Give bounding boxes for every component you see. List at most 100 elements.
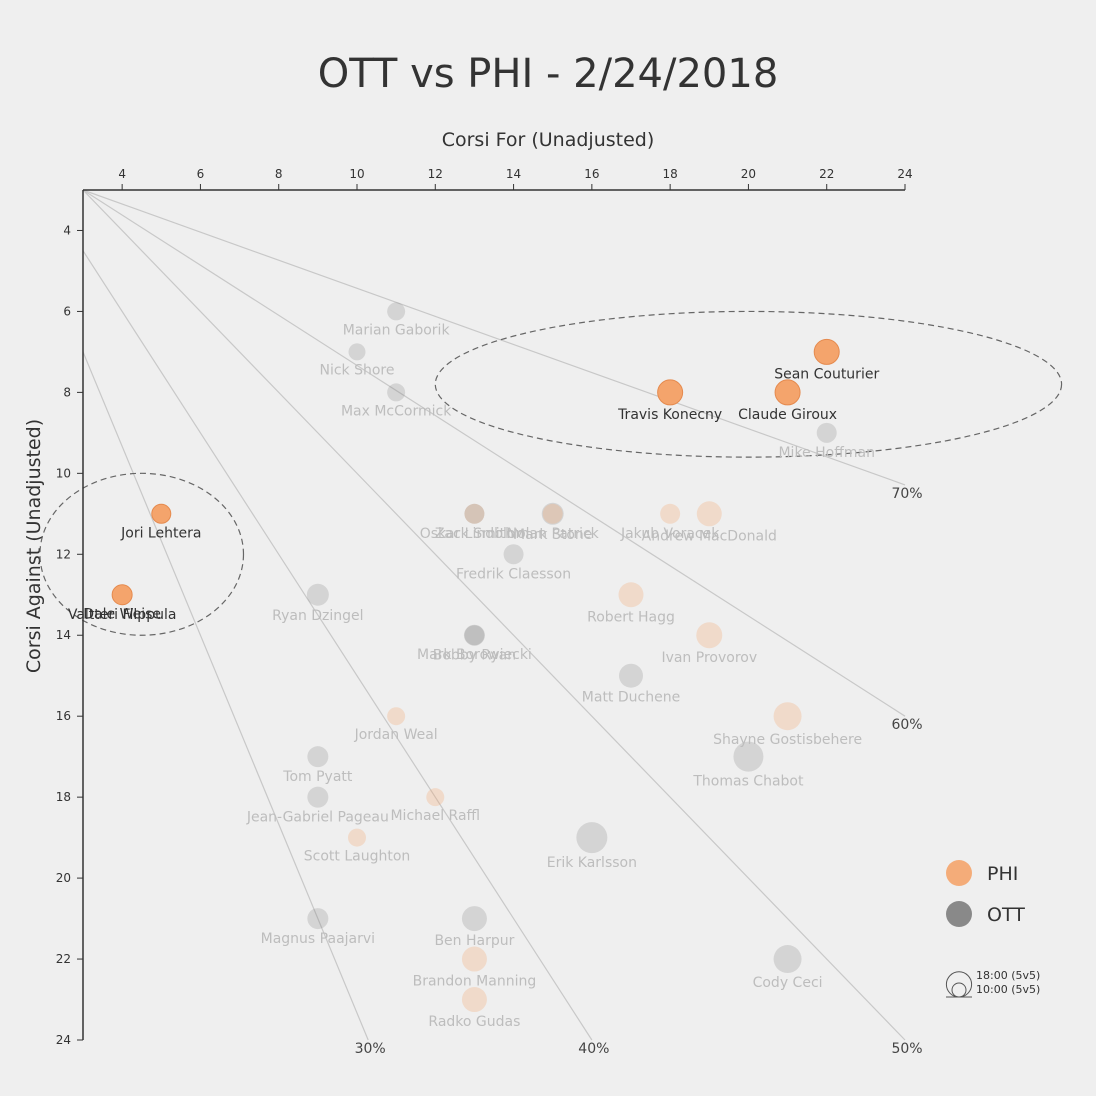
ref-line-label-4: 70% — [891, 486, 922, 502]
x-tick-label-16: 16 — [584, 167, 599, 181]
ref-line-4 — [82, 189, 906, 486]
y-tick-label-6: 6 — [63, 304, 71, 318]
label-scott-laughton: Scott Laughton — [304, 849, 411, 865]
x-axis-title: Corsi For (Unadjusted) — [442, 129, 655, 151]
x-tick-label-14: 14 — [506, 167, 521, 181]
label-dale-weise: Dale Weise — [83, 606, 161, 622]
ref-line-label-3: 60% — [891, 717, 922, 733]
label-max-mccormick: Max McCormick — [341, 403, 452, 419]
x-tick-label-8: 8 — [275, 167, 283, 181]
point-valtteri-filppula — [111, 584, 133, 606]
label-tom-pyatt: Tom Pyatt — [282, 769, 353, 785]
point-fredrik-claesson — [503, 544, 524, 565]
ref-line-label-2: 50% — [891, 1041, 922, 1057]
y-tick-label-22: 22 — [56, 952, 71, 966]
y-tick-label-18: 18 — [56, 790, 71, 804]
y-tick-label-14: 14 — [56, 628, 71, 642]
point-mike-hoffman — [816, 422, 837, 443]
label-michael-raffl: Michael Raffl — [390, 808, 480, 824]
label-claude-giroux: Claude Giroux — [738, 407, 837, 423]
x-tick-label-4: 4 — [118, 167, 126, 181]
label-shayne-gostisbehere: Shayne Gostisbehere — [713, 732, 862, 748]
label-fredrik-claesson: Fredrik Claesson — [456, 566, 571, 582]
label-jordan-weal: Jordan Weal — [354, 727, 438, 743]
ref-line-label-0: 30% — [355, 1041, 386, 1057]
ref-line-3 — [82, 189, 906, 717]
label-travis-konecny: Travis Konecny — [617, 407, 722, 423]
point-michael-raffl — [426, 788, 445, 807]
point-nolan-patrick — [542, 503, 563, 524]
point-travis-konecny — [657, 379, 684, 406]
point-robert-hagg — [618, 582, 644, 608]
legend-swatch-ott — [946, 901, 972, 927]
y-tick-label-24: 24 — [56, 1033, 71, 1047]
point-oskar-lindblom — [464, 503, 485, 524]
point-zack-smith — [464, 503, 485, 524]
point-andrew-macdonald — [696, 501, 722, 527]
y-tick-label-20: 20 — [56, 871, 71, 885]
point-ben-harpur — [461, 906, 487, 932]
point-jordan-weal — [387, 707, 406, 726]
label-mark-stone: Mark Stone — [513, 527, 592, 543]
point-ryan-dzingel — [306, 583, 329, 606]
point-claude-giroux — [774, 379, 801, 406]
data-points — [111, 302, 840, 1013]
point-radko-gudas — [461, 987, 487, 1013]
legend-label-ott: OTT — [987, 904, 1025, 926]
label-zack-smith: Zack Smith — [435, 526, 514, 542]
point-sean-couturier — [813, 338, 840, 365]
point-cody-ceci — [773, 945, 802, 974]
x-tick-label-22: 22 — [819, 167, 834, 181]
label-ben-harpur: Ben Harpur — [434, 933, 514, 949]
label-andrew-macdonald: Andrew MacDonald — [642, 528, 777, 544]
size-legend: 18:00 (5v5)10:00 (5v5) — [945, 969, 1040, 998]
point-bobby-ryan — [463, 624, 485, 646]
label-radko-gudas: Radko Gudas — [428, 1014, 520, 1030]
point-labels: Sean Couturier Travis Konecny Claude Girou… — [68, 322, 880, 1030]
label-oskar-lindblom: Oskar Lindblom — [420, 526, 529, 542]
label-matt-duchene: Matt Duchene — [582, 690, 680, 706]
label-marian-gaborik: Marian Gaborik — [343, 322, 451, 338]
point-jori-lehtera — [151, 503, 172, 524]
y-axis-title: Corsi Against (Unadjusted) — [23, 419, 45, 673]
label-erik-karlsson: Erik Karlsson — [547, 855, 637, 871]
legend-label-phi: PHI — [987, 863, 1018, 885]
axes: 4 6 8 10 12 14 16 18 20 22 24 4 6 8 10 12 14 16 18 20 22 24 — [56, 167, 913, 1047]
point-matt-duchene — [619, 663, 643, 688]
ref-line-label-1: 40% — [578, 1041, 609, 1057]
label-valtteri-filppula: Valtteri Filppula — [68, 607, 177, 623]
reference-lines: 30% 40% 50% 60% 70% — [82, 189, 923, 1057]
legend: PHI OTT — [946, 860, 1025, 927]
point-ivan-provorov — [696, 622, 723, 649]
label-robert-hagg: Robert Hagg — [587, 609, 675, 625]
point-magnus-paajarvi — [307, 908, 329, 930]
label-sean-couturier: Sean Couturier — [774, 366, 879, 382]
ref-line-2 — [82, 189, 906, 1041]
x-tick-label-10: 10 — [349, 167, 364, 181]
point-thomas-chabot — [733, 741, 764, 772]
point-jean-gabriel-pageau — [307, 786, 329, 808]
point-jakub-voracek — [660, 503, 681, 524]
label-ivan-provorov: Ivan Provorov — [661, 650, 757, 666]
point-scott-laughton — [348, 828, 366, 847]
y-tick-label-12: 12 — [56, 547, 71, 561]
point-erik-karlsson — [576, 822, 608, 854]
x-tick-label-6: 6 — [197, 167, 205, 181]
label-brandon-manning: Brandon Manning — [413, 974, 537, 990]
label-jean-gabriel-pageau: Jean-Gabriel Pageau — [246, 810, 389, 826]
label-ryan-dzingel: Ryan Dzingel — [272, 608, 363, 624]
x-tick-label-20: 20 — [741, 167, 756, 181]
label-jori-lehtera: Jori Lehtera — [120, 525, 201, 541]
point-max-mccormick — [387, 383, 406, 402]
y-tick-label-8: 8 — [63, 385, 71, 399]
point-brandon-manning — [461, 946, 487, 972]
label-mark-borowiecki: Mark Borowiecki — [417, 647, 532, 663]
label-jakub-voracek: Jakub Voracek — [620, 526, 720, 542]
size-legend-label-0: 18:00 (5v5) — [976, 969, 1040, 982]
label-nolan-patrick: Nolan Patrick — [507, 526, 600, 542]
label-cody-ceci: Cody Ceci — [753, 975, 823, 991]
chart-title: OTT vs PHI - 2/24/2018 — [318, 51, 779, 97]
legend-swatch-phi — [946, 860, 972, 886]
y-tick-label-10: 10 — [56, 466, 71, 480]
